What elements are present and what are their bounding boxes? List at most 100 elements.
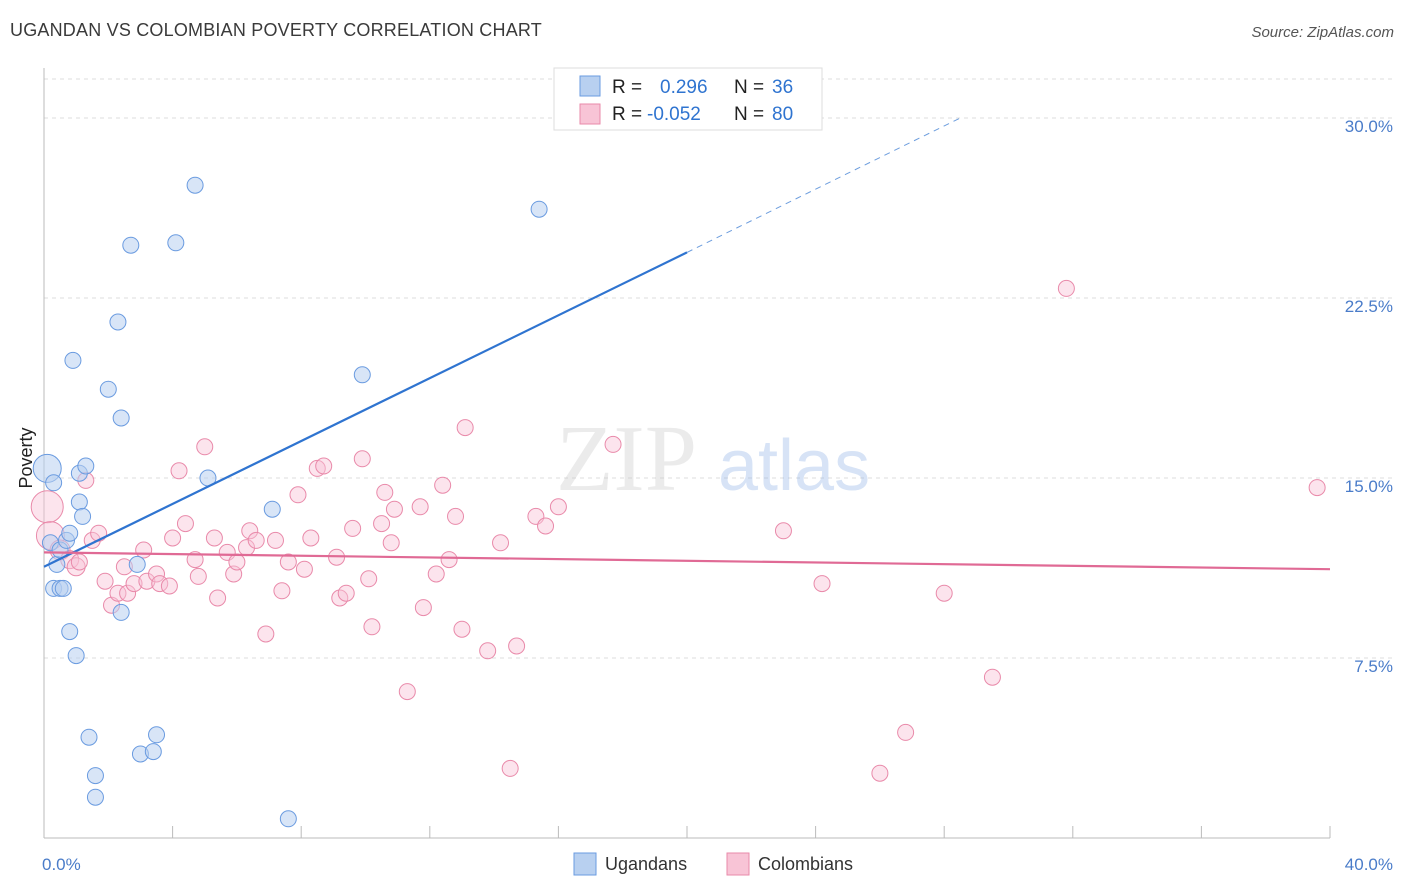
ugandan-point: [54, 579, 72, 597]
colombian-point: [70, 553, 88, 571]
y-tick-label: 22.5%: [1345, 297, 1393, 316]
colombian-point: [266, 531, 284, 549]
ugandan-point: [61, 524, 79, 542]
ugandan-point: [279, 810, 297, 828]
ugandan-point: [186, 176, 204, 194]
colombian-point: [151, 575, 169, 593]
colombian-point: [228, 553, 246, 571]
ugandan-point: [353, 366, 371, 384]
colombian-point: [138, 572, 156, 590]
series-legend-colombians: Colombians: [758, 854, 853, 874]
colombian-point: [119, 584, 137, 602]
ugandans-trend-extension: [686, 117, 961, 253]
colombian-point: [492, 534, 510, 552]
ugandan-point: [128, 555, 146, 573]
colombian-point: [135, 541, 153, 559]
colombian-point: [363, 618, 381, 636]
colombian-point: [398, 683, 416, 701]
colombian-point: [170, 462, 188, 480]
colombian-point: [604, 435, 622, 453]
colombian-point: [813, 575, 831, 593]
colombian-point: [440, 551, 458, 569]
ugandans-points: [32, 176, 548, 828]
ugandans-trend-line: [43, 251, 688, 568]
colombian-point: [427, 565, 445, 583]
legend-n-value-1: 36: [772, 77, 793, 98]
watermark-zip: ZIP: [556, 407, 697, 511]
colombian-point: [295, 560, 313, 578]
legend-n-label-2: N =: [734, 104, 764, 125]
source-credit: Source: ZipAtlas.com: [1251, 24, 1394, 41]
colombian-point: [279, 553, 297, 571]
ugandan-point: [45, 474, 63, 492]
ugandan-point: [67, 647, 85, 665]
colombian-point: [273, 582, 291, 600]
stats-legend: R = 0.296 N = 36 R = -0.052 N = 80: [553, 67, 823, 131]
colombian-point: [160, 577, 178, 595]
colombian-point: [315, 457, 333, 475]
colombian-point: [935, 584, 953, 602]
colombian-point: [241, 522, 259, 540]
colombian-point: [90, 524, 108, 542]
colombian-point: [209, 589, 227, 607]
colombian-point: [302, 529, 320, 547]
colombian-point: [382, 534, 400, 552]
colombian-point: [385, 500, 403, 518]
colombian-point: [479, 642, 497, 660]
watermark: ZIP atlas: [556, 407, 870, 511]
colombian-point: [373, 515, 391, 533]
colombian-point: [205, 529, 223, 547]
ugandan-point: [122, 236, 140, 254]
colombian-point: [125, 575, 143, 593]
colombian-point: [308, 459, 326, 477]
y-tick-labels: 7.5% 15.0% 22.5% 30.0%: [1345, 117, 1393, 676]
ugandan-point: [144, 743, 162, 761]
colombian-point: [257, 625, 275, 643]
colombian-point: [1057, 279, 1075, 297]
trend-lines: [43, 117, 1331, 571]
axes: [43, 68, 1331, 839]
x-tick-label: 40.0%: [1345, 855, 1393, 874]
colombian-point: [289, 486, 307, 504]
y-tick-label: 30.0%: [1345, 117, 1393, 136]
colombian-point: [196, 438, 214, 456]
ugandan-point: [148, 726, 166, 744]
series-legend: Ugandans Colombians: [573, 852, 853, 876]
legend-r-label-2: R =: [612, 104, 642, 125]
colombian-point: [186, 551, 204, 569]
ugandan-point: [167, 234, 185, 252]
colombian-point: [337, 584, 355, 602]
grid-lines: [44, 78, 1392, 659]
colombian-point: [871, 764, 889, 782]
legend-swatch-ugandans: [579, 75, 601, 97]
colombian-point: [360, 570, 378, 588]
ugandan-point: [263, 500, 281, 518]
colombian-point: [774, 522, 792, 540]
colombian-point: [30, 490, 64, 524]
colombian-point: [537, 517, 555, 535]
colombian-point: [96, 572, 114, 590]
ugandan-point: [99, 380, 117, 398]
colombian-point: [549, 498, 567, 516]
colombian-point: [344, 519, 362, 537]
colombians-trend-line: [43, 551, 1331, 571]
colombian-point: [453, 620, 471, 638]
series-legend-swatch-ugandans: [573, 852, 597, 876]
colombian-point: [353, 450, 371, 468]
ugandan-point: [80, 728, 98, 746]
chart-title: UGANDAN VS COLOMBIAN POVERTY CORRELATION…: [10, 20, 542, 40]
colombian-point: [447, 507, 465, 525]
colombian-point: [983, 668, 1001, 686]
colombian-point: [414, 599, 432, 617]
colombian-point: [456, 419, 474, 437]
y-tick-label: 15.0%: [1345, 477, 1393, 496]
colombian-point: [109, 584, 127, 602]
legend-n-value-2: 80: [772, 104, 793, 125]
colombian-point: [434, 476, 452, 494]
ugandan-point: [61, 623, 79, 641]
ugandan-point: [70, 493, 88, 511]
ugandan-point: [86, 767, 104, 785]
legend-n-label-1: N =: [734, 77, 764, 98]
colombian-point: [508, 637, 526, 655]
